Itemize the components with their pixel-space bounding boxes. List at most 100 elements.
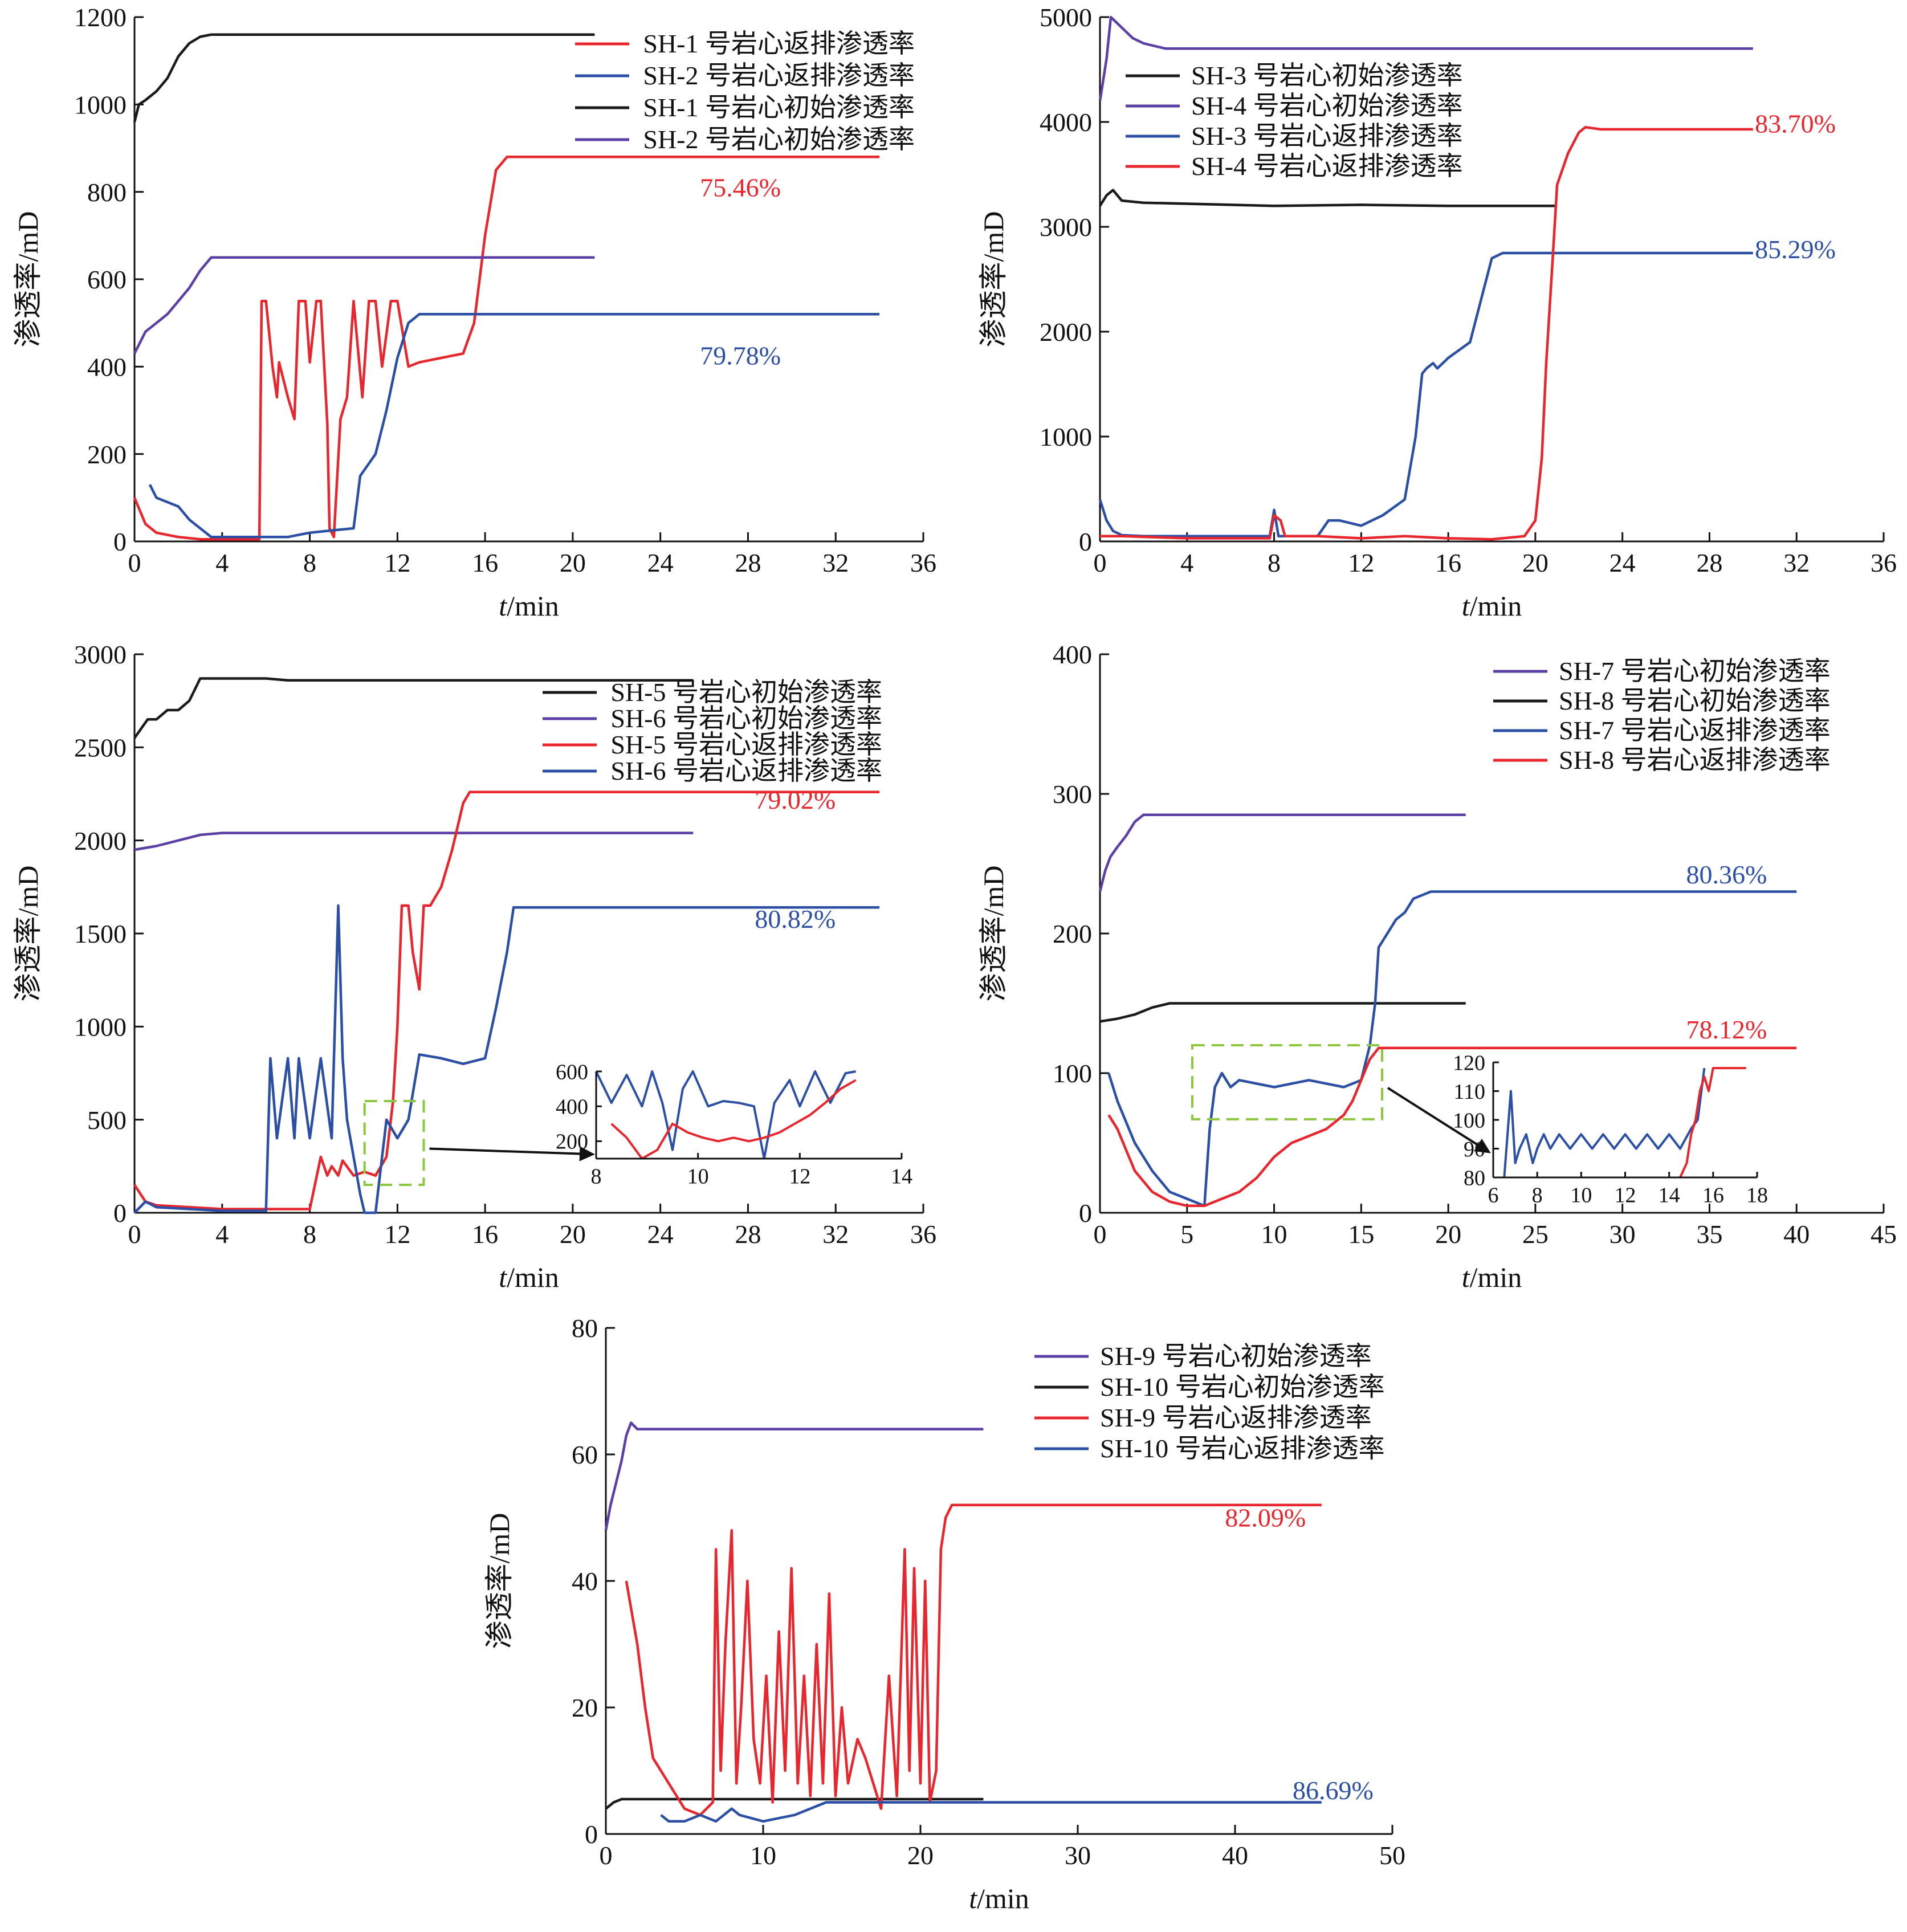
legend-label: SH-7 号岩心返排渗透率: [1559, 716, 1831, 745]
x-axis-label: t/min: [969, 1882, 1029, 1914]
legend-label: SH-10 号岩心返排渗透率: [1100, 1434, 1385, 1463]
inset-panel-1: 8 10 12 14 200 400 600: [363, 1060, 912, 1189]
series-line: [1107, 890, 1797, 1208]
x-tick-label: 32: [822, 1220, 849, 1249]
percent-annotation: 80.82%: [755, 904, 836, 934]
y-tick-label: 0: [113, 1199, 127, 1228]
y-tick-label: 80: [1464, 1166, 1485, 1190]
x-tick-label: 4: [1180, 548, 1193, 577]
y-tick-label: 600: [556, 1060, 588, 1084]
y-tick-label: 2000: [74, 826, 127, 855]
zoom-arrow-head: [1474, 1139, 1491, 1154]
y-tick-label: 400: [556, 1095, 588, 1119]
legend-label: SH-1 号岩心返排渗透率: [643, 29, 915, 58]
legend-label: SH-9 号岩心返排渗透率: [1100, 1403, 1372, 1432]
y-tick-label: 20: [572, 1693, 598, 1722]
y-tick-label: 1000: [74, 90, 127, 119]
y-tick-label: 90: [1464, 1138, 1485, 1161]
percent-annotation: 82.09%: [1225, 1503, 1306, 1532]
y-tick-label: 0: [1079, 1199, 1092, 1228]
x-tick-label: 0: [1094, 548, 1107, 577]
y-tick-label: 1000: [74, 1012, 127, 1041]
x-axis-label: t/min: [1462, 590, 1522, 622]
percent-annotation: 85.29%: [1755, 235, 1836, 264]
series-line: [605, 1798, 984, 1810]
x-tick-label: 36: [910, 1220, 936, 1249]
x-axis-label: t/min: [499, 590, 559, 622]
series-line: [610, 1079, 857, 1159]
y-tick-label: 200: [87, 440, 127, 469]
legend-label: SH-5 号岩心返排渗透率: [610, 730, 882, 759]
y-tick-label: 400: [87, 352, 127, 381]
chart-panel-2: 0 4 8 12 16 20 24 28 32 36 0 1000 2000 3000 4000 5000 t/…: [977, 3, 1897, 622]
legend-label: SH-2 号岩心初始渗透率: [643, 125, 915, 154]
y-tick-label: 4000: [1040, 108, 1092, 137]
legend-label: SH-9 号岩心初始渗透率: [1100, 1342, 1372, 1371]
y-tick-label: 3000: [1040, 213, 1092, 242]
zoom-region-box: [1191, 1044, 1383, 1120]
chart-panel-4: 0 5 10 15 20 25 30 35 40 45 0 100 200 300 400 t/min 渗透率/…: [977, 640, 1897, 1293]
zoom-arrow: [1387, 1087, 1485, 1150]
y-axis-label: 渗透率/mD: [977, 866, 1009, 1002]
x-tick-label: 10: [750, 1841, 776, 1870]
x-tick-label: 12: [1348, 548, 1374, 577]
x-tick-label: 36: [910, 548, 936, 577]
x-tick-label: 28: [1696, 548, 1722, 577]
y-tick-label: 40: [572, 1567, 598, 1596]
x-tick-label: 24: [647, 548, 674, 577]
series-line: [1679, 1067, 1746, 1177]
y-tick-label: 1000: [1040, 422, 1092, 451]
x-tick-label: 15: [1348, 1220, 1374, 1249]
x-tick-label: 5: [1180, 1220, 1193, 1249]
series-line: [1099, 1002, 1466, 1023]
x-axis-label-var: t: [499, 590, 507, 622]
x-tick-label: 40: [1783, 1220, 1810, 1249]
x-tick-label: 10: [1261, 1220, 1287, 1249]
x-axis-label: t/min: [1462, 1261, 1522, 1293]
y-axis-label: 渗透率/mD: [12, 211, 44, 348]
y-tick-label: 5000: [1040, 3, 1092, 32]
y-tick-label: 0: [113, 527, 127, 556]
y-tick-label: 600: [87, 265, 127, 294]
y-tick-label: 400: [1053, 640, 1092, 669]
series-line: [660, 1801, 1322, 1823]
x-tick-label: 6: [1488, 1184, 1499, 1208]
legend-label: SH-4 号岩心初始渗透率: [1191, 91, 1463, 120]
x-axis-label-unit: /min: [1470, 590, 1522, 622]
legend-label: SH-5 号岩心初始渗透率: [610, 678, 882, 707]
x-axis-label-var: t: [1462, 590, 1470, 622]
series-line: [1099, 189, 1558, 207]
x-tick-label: 32: [822, 548, 849, 577]
series-line: [1503, 1067, 1706, 1177]
y-tick-label: 1200: [74, 3, 127, 32]
legend-label: SH-4 号岩心返排渗透率: [1191, 152, 1463, 181]
x-axis-label-var: t: [499, 1261, 507, 1293]
y-tick-label: 0: [1079, 527, 1092, 556]
y-tick-label: 60: [572, 1440, 598, 1469]
legend-label: SH-7 号岩心初始渗透率: [1559, 657, 1831, 686]
x-tick-label: 12: [789, 1165, 810, 1189]
x-tick-label: 20: [560, 1220, 586, 1249]
y-tick-label: 200: [556, 1130, 588, 1154]
series-line: [148, 313, 880, 539]
x-tick-label: 20: [1522, 548, 1549, 577]
legend-label: SH-10 号岩心初始渗透率: [1100, 1372, 1385, 1401]
x-tick-label: 4: [215, 1220, 229, 1249]
series-line: [1098, 15, 1753, 101]
x-tick-label: 10: [687, 1165, 709, 1189]
percent-annotation: 79.78%: [700, 341, 781, 370]
series-line: [133, 256, 595, 354]
x-tick-label: 30: [1065, 1841, 1091, 1870]
series-line: [134, 832, 694, 851]
series-line: [133, 33, 595, 123]
x-tick-label: 30: [1609, 1220, 1636, 1249]
x-tick-label: 28: [735, 548, 761, 577]
series-line: [625, 1503, 1322, 1816]
x-tick-label: 35: [1696, 1220, 1722, 1249]
x-tick-label: 18: [1746, 1184, 1768, 1208]
x-tick-label: 16: [1702, 1184, 1724, 1208]
inset-series-group: [596, 1070, 857, 1159]
x-axis-label-var: t: [969, 1882, 977, 1914]
